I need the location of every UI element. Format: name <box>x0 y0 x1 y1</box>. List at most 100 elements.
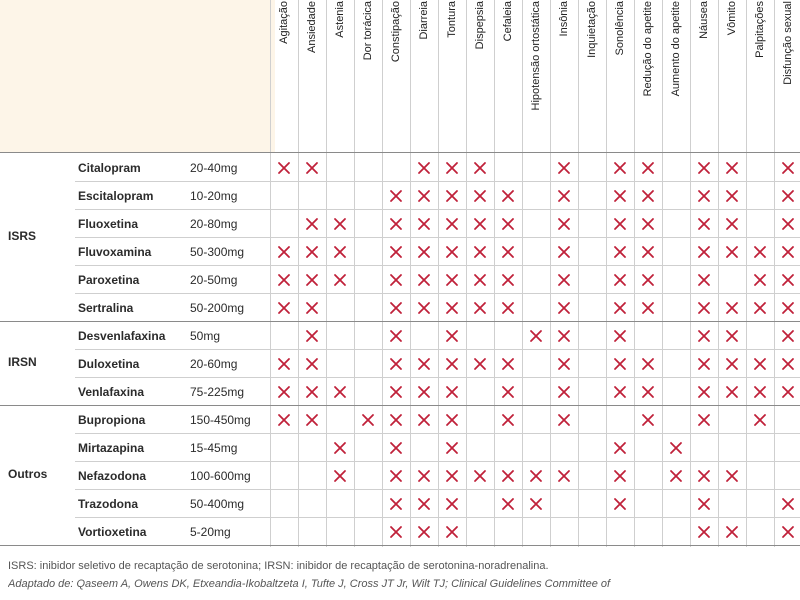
row-divider <box>75 461 800 462</box>
x-mark-icon <box>640 160 656 176</box>
x-mark-icon <box>500 384 516 400</box>
column-divider <box>326 0 327 547</box>
drug-name: Venlafaxina <box>78 385 145 399</box>
drug-name: Bupropiona <box>78 413 146 427</box>
x-mark-icon <box>752 384 768 400</box>
x-mark-icon <box>696 468 712 484</box>
column-divider <box>634 0 635 547</box>
x-mark-icon <box>500 244 516 260</box>
column-header: Insônia <box>558 1 570 37</box>
x-mark-icon <box>556 188 572 204</box>
x-mark-icon <box>612 356 628 372</box>
column-header: Dor torácica <box>362 1 374 61</box>
column-divider <box>746 0 747 547</box>
column-header: Tontura <box>446 1 458 38</box>
x-mark-icon <box>304 300 320 316</box>
row-divider <box>75 181 800 182</box>
column-header: Hipotensão ortostática <box>530 1 542 111</box>
x-mark-icon <box>640 356 656 372</box>
column-divider <box>690 0 691 547</box>
x-mark-icon <box>612 328 628 344</box>
x-mark-icon <box>752 356 768 372</box>
x-mark-icon <box>556 216 572 232</box>
drug-dose: 75-225mg <box>190 385 245 399</box>
column-header: Diarreia <box>418 1 430 40</box>
x-mark-icon <box>500 496 516 512</box>
x-mark-icon <box>472 356 488 372</box>
drug-name: Sertralina <box>78 301 134 315</box>
column-header: Vômito <box>726 1 738 36</box>
x-mark-icon <box>444 356 460 372</box>
column-divider <box>438 0 439 547</box>
x-mark-icon <box>276 356 292 372</box>
x-mark-icon <box>416 160 432 176</box>
x-mark-icon <box>332 384 348 400</box>
column-divider <box>606 0 607 547</box>
x-mark-icon <box>696 328 712 344</box>
x-mark-icon <box>416 244 432 260</box>
drug-dose: 20-40mg <box>190 161 238 175</box>
x-mark-icon <box>416 384 432 400</box>
x-mark-icon <box>332 440 348 456</box>
column-header: Agitação <box>278 1 290 44</box>
x-mark-icon <box>724 300 740 316</box>
group-label: ISRS <box>8 229 37 243</box>
x-mark-icon <box>444 440 460 456</box>
column-divider <box>382 0 383 547</box>
x-mark-icon <box>640 216 656 232</box>
x-mark-icon <box>444 328 460 344</box>
x-mark-icon <box>556 328 572 344</box>
footnote-abbreviations: ISRS: inibidor seletivo de recaptação de… <box>8 560 549 572</box>
x-mark-icon <box>388 524 404 540</box>
x-mark-icon <box>780 328 796 344</box>
x-mark-icon <box>444 188 460 204</box>
column-divider <box>522 0 523 547</box>
x-mark-icon <box>444 300 460 316</box>
column-header: Redução do apetite <box>642 1 654 97</box>
x-mark-icon <box>640 272 656 288</box>
drug-dose: 20-80mg <box>190 217 238 231</box>
x-mark-icon <box>640 384 656 400</box>
x-mark-icon <box>500 356 516 372</box>
x-mark-icon <box>556 272 572 288</box>
x-mark-icon <box>640 300 656 316</box>
x-mark-icon <box>780 384 796 400</box>
drug-name: Paroxetina <box>78 273 140 287</box>
x-mark-icon <box>780 160 796 176</box>
x-mark-icon <box>472 272 488 288</box>
x-mark-icon <box>444 496 460 512</box>
x-mark-icon <box>388 440 404 456</box>
drug-dose: 5-20mg <box>190 525 231 539</box>
x-mark-icon <box>640 244 656 260</box>
x-mark-icon <box>640 412 656 428</box>
x-mark-icon <box>612 496 628 512</box>
x-mark-icon <box>752 300 768 316</box>
x-mark-icon <box>780 272 796 288</box>
drug-dose: 10-20mg <box>190 189 238 203</box>
x-mark-icon <box>612 384 628 400</box>
x-mark-icon <box>416 468 432 484</box>
column-divider <box>298 0 299 547</box>
x-mark-icon <box>696 412 712 428</box>
x-mark-icon <box>360 412 376 428</box>
x-mark-icon <box>528 496 544 512</box>
row-divider <box>75 349 800 350</box>
x-mark-icon <box>472 216 488 232</box>
drug-name: Desvenlafaxina <box>78 329 166 343</box>
footnote-source: Adaptado de: Qaseem A, Owens DK, Etxeand… <box>8 578 611 590</box>
x-mark-icon <box>444 216 460 232</box>
x-mark-icon <box>444 524 460 540</box>
group-label: IRSN <box>8 355 37 369</box>
row-divider <box>75 517 800 518</box>
x-mark-icon <box>416 188 432 204</box>
header-divider <box>0 152 800 153</box>
x-mark-icon <box>696 160 712 176</box>
column-divider <box>718 0 719 547</box>
x-mark-icon <box>304 384 320 400</box>
x-mark-icon <box>724 188 740 204</box>
x-mark-icon <box>556 468 572 484</box>
x-mark-icon <box>500 468 516 484</box>
x-mark-icon <box>780 244 796 260</box>
x-mark-icon <box>696 244 712 260</box>
